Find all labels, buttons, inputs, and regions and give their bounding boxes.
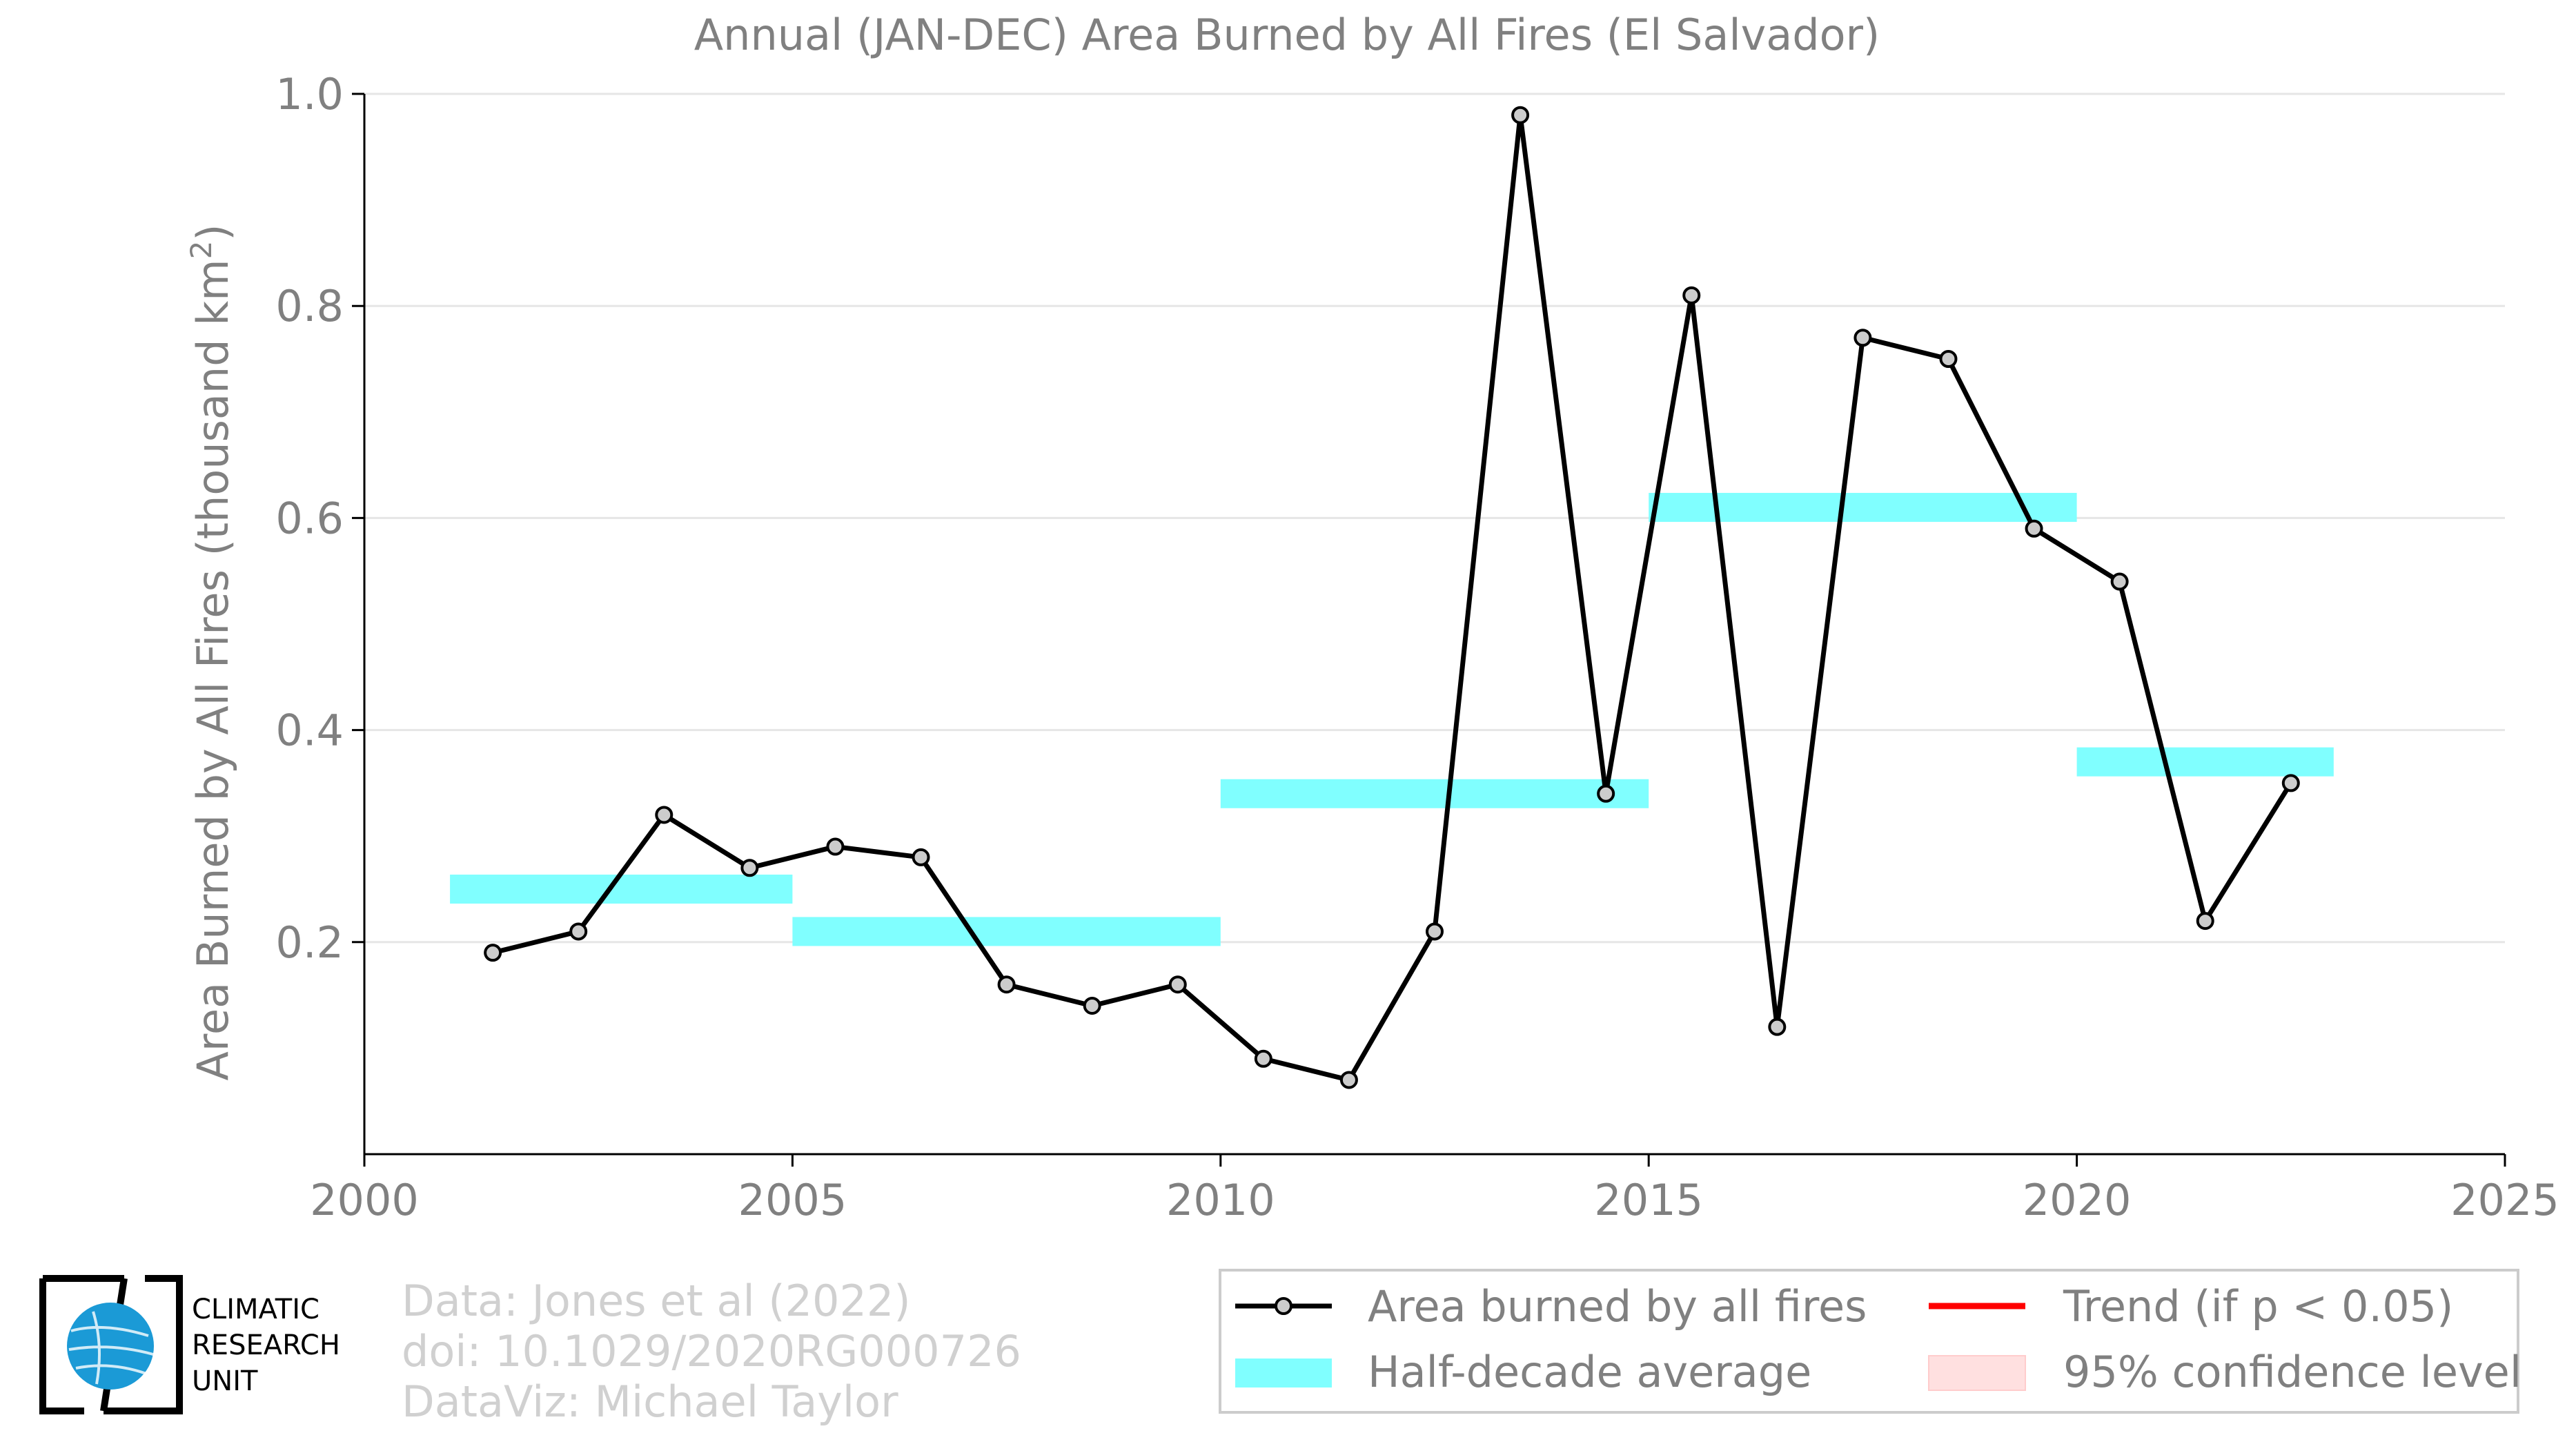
data-point (997, 975, 1016, 994)
data-point (655, 806, 674, 824)
half-decade-band (2076, 747, 2334, 777)
half-decade-band (450, 875, 793, 904)
chart-title: Annual (JAN-DEC) Area Burned by All Fire… (694, 10, 1880, 60)
data-point (2110, 572, 2129, 591)
y-tick-label: 0.4 (275, 705, 344, 756)
legend-label-half-decade: Half-decade average (1368, 1347, 1811, 1397)
y-tick-label: 0.8 (275, 281, 344, 331)
legend-swatch-confidence (1928, 1355, 2026, 1391)
half-decade-band (1220, 779, 1649, 808)
legend-frame (1219, 1269, 2519, 1414)
logo-line-2: RESEARCH (192, 1330, 340, 1361)
data-point (826, 837, 845, 856)
axes: 0.2 0.4 0.6 0.8 1.0 2000 2005 2010 2015 2020 2025 (275, 69, 2559, 1225)
series-line (492, 113, 2293, 1082)
half-decade-band (792, 917, 1221, 946)
gridlines (364, 92, 2505, 944)
data-point (1339, 1071, 1358, 1089)
credit-data-source: Data: Jones et al (2022) (402, 1276, 911, 1326)
credit-dataviz: DataViz: Michael Taylor (402, 1376, 898, 1427)
data-point (740, 859, 759, 877)
credits: Data: Jones et al (2022) doi: 10.1029/20… (402, 1276, 1021, 1427)
legend-label-trend: Trend (if p < 0.05) (2063, 1281, 2453, 1332)
half-decade-bands (450, 493, 2334, 946)
data-point (912, 848, 930, 866)
data-point (484, 944, 502, 962)
data-point (1854, 329, 1872, 347)
y-axis-label-end: ) (188, 224, 238, 240)
legend-swatch-half-decade (1235, 1359, 1332, 1387)
x-tick-label: 2000 (310, 1175, 419, 1225)
x-tick-label: 2015 (1594, 1175, 1703, 1225)
data-point (1083, 996, 1101, 1015)
legend-label-area-burned: Area burned by all fires (1368, 1281, 1867, 1332)
data-series (484, 106, 2300, 1089)
x-tick-label: 2010 (1166, 1175, 1275, 1225)
y-axis-label-sup: 2 (184, 241, 218, 260)
legend-label-confidence: 95% confidence level (2063, 1347, 2521, 1397)
x-tick-label: 2020 (2023, 1175, 2132, 1225)
x-tick-label: 2025 (2450, 1175, 2559, 1225)
data-point (2025, 519, 2043, 538)
data-point (1768, 1017, 1787, 1036)
y-axis-label-main: Area Burned by All Fires (thousand km (188, 259, 238, 1080)
logo-line-1: CLIMATIC (192, 1294, 319, 1325)
data-point (2196, 912, 2214, 931)
data-point (1426, 922, 1444, 941)
y-tick-label: 0.2 (275, 917, 344, 968)
data-point (1597, 784, 1615, 803)
legend: Area burned by all fires Trend (if p < 0… (1219, 1269, 2521, 1414)
data-point (2281, 774, 2300, 792)
y-tick-label: 0.6 (275, 493, 344, 543)
data-point (1168, 975, 1187, 994)
data-point (569, 922, 588, 941)
cru-logo (39, 1275, 183, 1414)
y-axis-label: Area Burned by All Fires (thousand km2) (184, 224, 239, 1080)
half-decade-band (1649, 493, 2077, 523)
data-point (1939, 350, 1958, 368)
data-point (1511, 106, 1530, 124)
data-point (1682, 286, 1701, 304)
legend-swatch-area-burned-marker (1275, 1297, 1292, 1315)
data-point (1254, 1049, 1272, 1068)
logo-bracket (39, 1275, 183, 1414)
y-tick-label: 1.0 (275, 69, 344, 119)
logo-text: CLIMATIC RESEARCH UNIT (192, 1292, 340, 1399)
logo-line-3: UNIT (192, 1365, 258, 1397)
globe-lines (68, 1311, 154, 1385)
x-tick-label: 2005 (738, 1175, 847, 1225)
credit-doi: doi: 10.1029/2020RG000726 (402, 1326, 1021, 1376)
